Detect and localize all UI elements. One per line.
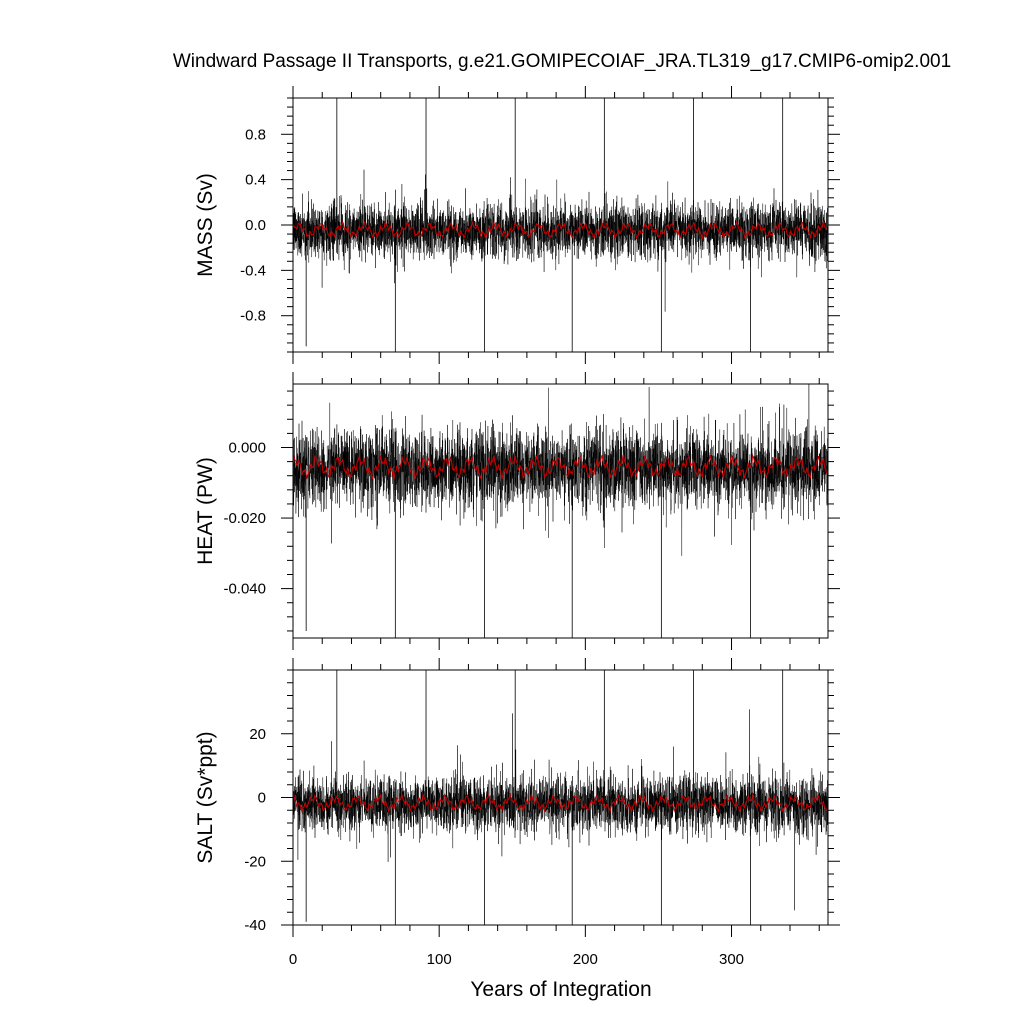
y-tick-label-heat: -0.040 xyxy=(223,581,266,598)
panels: -0.8 -0.4 0.0 0.4 0.8 MASS (Sv) -0.040 -0.020 0.… xyxy=(194,86,840,968)
x-tick-label: 0 xyxy=(289,951,297,968)
x-tick-label: 300 xyxy=(719,951,744,968)
y-tick-label-mass: -0.8 xyxy=(240,308,266,325)
y-axis-label-salt: SALT (Sv*ppt) xyxy=(194,731,217,863)
series-raw-heat xyxy=(293,384,828,556)
y-tick-label-heat: -0.020 xyxy=(223,510,266,527)
y-tick-label-mass: 0.4 xyxy=(245,172,266,189)
y-tick-label-salt: -20 xyxy=(244,853,266,870)
y-axis-label-mass: MASS (Sv) xyxy=(194,173,217,277)
x-axis-label: Years of Integration xyxy=(470,978,651,1001)
x-tick-label: 100 xyxy=(427,951,452,968)
x-tick-label: 200 xyxy=(573,951,598,968)
y-axis-label-heat: HEAT (PW) xyxy=(194,457,217,565)
panel-mass: -0.8 -0.4 0.0 0.4 0.8 MASS (Sv) xyxy=(194,86,840,364)
y-tick-label-salt: 20 xyxy=(249,726,266,743)
y-tick-label-mass: 0.0 xyxy=(245,217,266,234)
y-tick-label-heat: 0.000 xyxy=(228,440,266,457)
y-tick-label-salt: -40 xyxy=(244,917,266,934)
series-smoothed-heat xyxy=(293,454,827,480)
series-smoothed-mass xyxy=(293,220,827,241)
series-raw-salt xyxy=(293,709,828,911)
chart-title: Windward Passage II Transports, g.e21.GO… xyxy=(173,51,951,72)
panel-heat: -0.040 -0.020 0.000 HEAT (PW) xyxy=(194,372,840,650)
y-tick-label-mass: -0.4 xyxy=(240,262,266,279)
series-raw-mass xyxy=(293,169,828,312)
y-tick-label-salt: 0 xyxy=(258,790,266,807)
y-tick-label-mass: 0.8 xyxy=(245,126,266,143)
plot-frame-heat xyxy=(292,383,829,639)
panel-salt: -40 -20 0 20 SALT (Sv*ppt) 0 100 200 300 xyxy=(194,658,840,968)
series-smoothed-salt xyxy=(293,792,827,814)
